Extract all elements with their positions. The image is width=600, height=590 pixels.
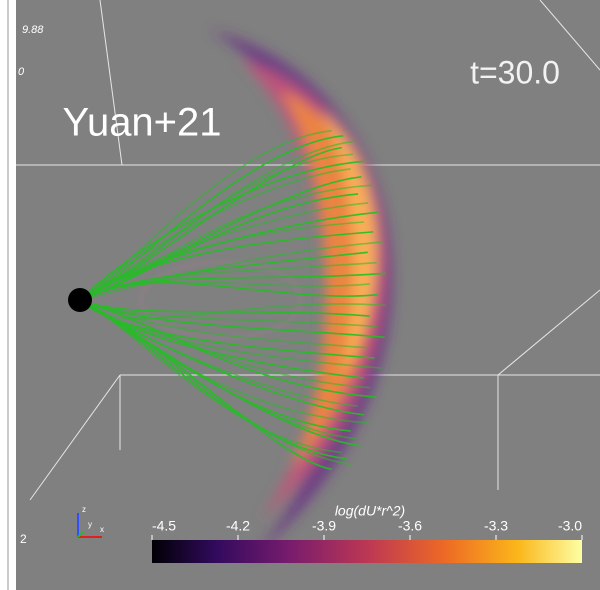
visualization: 9.88 0 2 t=30.0 Yuan+21 z x y log(dU*r^2…	[0, 0, 600, 590]
axis-label: z	[82, 505, 86, 514]
central-body	[68, 288, 92, 312]
colorbar-tick-label: -4.2	[226, 518, 250, 534]
colorbar-tick-label: -3.9	[312, 518, 336, 534]
colorbar-tick-label: -3.3	[484, 518, 508, 534]
corner-value: 9.88	[22, 24, 44, 36]
colorbar-title: log(dU*r^2)	[335, 503, 405, 519]
axis-label: x	[100, 525, 104, 534]
axis-label: y	[88, 520, 92, 529]
colorbar-tick-label: -3.6	[398, 518, 422, 534]
colorbar-tick-label: -3.0	[558, 518, 582, 534]
corner-mark: 0	[18, 66, 25, 78]
page: 9.88 0 2 t=30.0 Yuan+21 z x y log(dU*r^2…	[0, 0, 600, 590]
reference-label: Yuan+21	[62, 101, 221, 145]
corner-value: 2	[20, 532, 27, 546]
colorbar	[152, 540, 582, 563]
colorbar-tick-label: -4.5	[152, 518, 176, 534]
time-label: t=30.0	[470, 54, 560, 90]
